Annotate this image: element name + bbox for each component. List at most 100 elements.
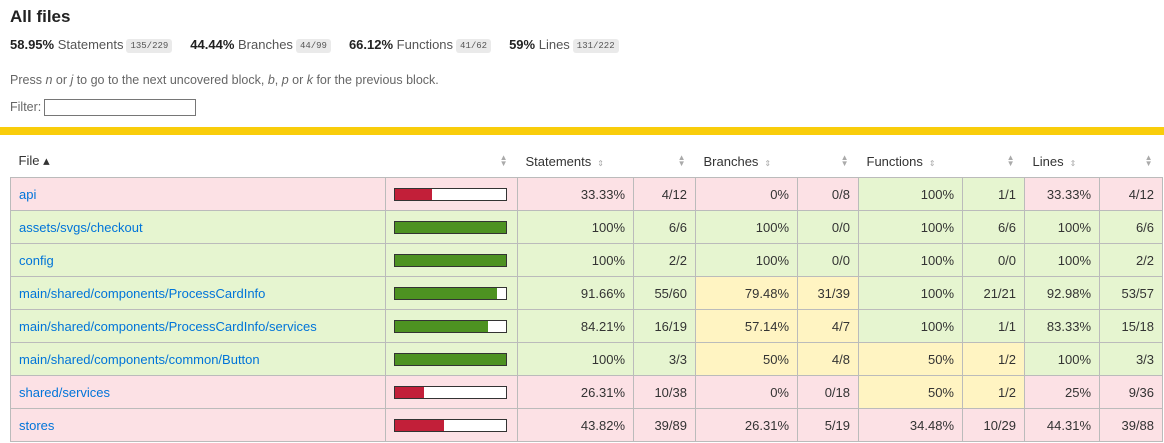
table-row: main/shared/components/ProcessCardInfo/s… (10, 309, 1164, 343)
page-title: All files (10, 7, 71, 26)
bar-cell (385, 375, 518, 409)
fraction-cell: 39/89 (633, 408, 696, 442)
pct-cell: 100% (858, 210, 963, 244)
summary-label: Branches (238, 37, 293, 52)
pct-cell: 100% (517, 342, 634, 376)
fraction-cell: 4/12 (633, 177, 696, 211)
help-text: Press n or j to go to the next uncovered… (10, 73, 439, 87)
sort-icon[interactable]: ⇕ (928, 158, 936, 168)
key-hint: k (306, 73, 313, 87)
fraction-cell: 9/36 (1099, 375, 1164, 409)
coverage-fill (395, 419, 444, 431)
pct-cell: 100% (517, 210, 634, 244)
bar-cell (385, 276, 518, 310)
summary-pct: 44.44% (190, 37, 235, 52)
summary-item: 44.44% Branches 44/99 (190, 37, 331, 53)
fraction-cell: 15/18 (1099, 309, 1164, 343)
sort-icon[interactable]: ⇕ (597, 158, 604, 168)
table-row: main/shared/components/ProcessCardInfo 91… (10, 276, 1164, 310)
fraction-cell: 1/1 (961, 177, 1026, 211)
fraction-cell: 0/0 (797, 243, 859, 277)
file-link[interactable]: config (19, 252, 54, 268)
pct-cell: 100% (1024, 342, 1101, 376)
coverage-fill (395, 353, 506, 365)
fraction-cell: 53/57 (1099, 276, 1164, 310)
pct-cell: 50% (858, 342, 963, 376)
summary-fraction: 41/62 (456, 39, 492, 53)
summary-fraction: 44/99 (295, 39, 331, 53)
sort-icon[interactable]: ⇕ (764, 158, 772, 168)
key-hint: b (267, 73, 275, 87)
summary-item: 59% Lines 131/222 (509, 37, 619, 53)
header-cell[interactable]: Statements ⇕ ▲ ▼ (517, 145, 696, 178)
file-cell: api (10, 177, 386, 211)
coverage-bar (394, 319, 507, 333)
pct-cell: 44.31% (1024, 408, 1101, 442)
fraction-cell: 21/21 (961, 276, 1026, 310)
fraction-cell: 0/0 (797, 210, 859, 244)
pct-cell: 100% (858, 177, 963, 211)
coverage-fill (395, 320, 489, 332)
fraction-cell: 39/88 (1099, 408, 1164, 442)
fraction-cell: 0/0 (961, 243, 1026, 277)
filter: Filter: (10, 99, 197, 116)
coverage-fill (395, 254, 506, 266)
sort-icon[interactable]: ▲ ▼ (1006, 153, 1015, 168)
pct-cell: 34.48% (858, 408, 963, 442)
sort-icon[interactable]: ▲ ▼ (677, 153, 686, 168)
coverage-bar (394, 286, 507, 300)
file-link[interactable]: api (19, 186, 37, 202)
table-row: assets/svgs/checkout 100% 6/6 100% 0/0 100% 6/… (10, 210, 1164, 244)
sort-icon[interactable]: ▲ ▼ (840, 153, 849, 168)
pct-cell: 92.98% (1024, 276, 1101, 310)
coverage-fill (395, 287, 497, 299)
pct-cell: 33.33% (517, 177, 634, 211)
fraction-cell: 1/2 (961, 375, 1026, 409)
pct-cell: 84.21% (517, 309, 634, 343)
pct-cell: 50% (695, 342, 798, 376)
fraction-cell: 10/29 (961, 408, 1026, 442)
file-link[interactable]: assets/svgs/checkout (19, 219, 143, 235)
pct-cell: 26.31% (695, 408, 798, 442)
header-cell[interactable]: Functions ⇕ ▲ ▼ (858, 145, 1025, 178)
sort-icon[interactable]: ⇕ (1069, 158, 1077, 168)
coverage-bar (394, 220, 507, 234)
bar-cell (385, 309, 518, 343)
summary: 58.95% Statements 135/229 44.44% Branches 4… (10, 37, 637, 53)
file-link[interactable]: main/shared/components/ProcessCardInfo (19, 285, 266, 301)
summary-item: 58.95% Statements 135/229 (10, 37, 173, 53)
summary-label: Lines (538, 37, 570, 52)
table-row: api 33.33% 4/12 0% 0/8 100% 1/1 33.33% 4/12 (10, 177, 1164, 211)
pct-cell: 57.14% (695, 309, 798, 343)
header-label: Branches (703, 153, 759, 169)
fraction-cell: 5/19 (797, 408, 859, 442)
file-link[interactable]: main/shared/components/ProcessCardInfo/s… (19, 318, 317, 334)
file-link[interactable]: main/shared/components/common/Button (19, 351, 260, 367)
file-cell: main/shared/components/ProcessCardInfo/s… (10, 309, 386, 343)
header-cell[interactable]: Branches ⇕ ▲ ▼ (695, 145, 859, 178)
file-cell: assets/svgs/checkout (10, 210, 386, 244)
coverage-fill (395, 386, 425, 398)
file-cell: shared/services (10, 375, 386, 409)
pct-cell: 100% (695, 243, 798, 277)
header-cell[interactable]: File ▴ ▲ ▼ (10, 145, 518, 178)
file-link[interactable]: stores (19, 417, 55, 433)
table-row: stores 43.82% 39/89 26.31% 5/19 34.48% 10/29 44… (10, 408, 1164, 442)
header-cell[interactable]: Lines ⇕ ▲ ▼ (1024, 145, 1163, 178)
sort-icon[interactable]: ▲ ▼ (1144, 153, 1153, 168)
fraction-cell: 10/38 (633, 375, 696, 409)
filter-input[interactable] (44, 99, 197, 116)
fraction-cell: 4/12 (1099, 177, 1164, 211)
file-link[interactable]: shared/services (19, 384, 111, 400)
header-label: File (18, 153, 40, 168)
pct-cell: 100% (1024, 210, 1101, 244)
summary-pct: 66.12% (348, 37, 394, 52)
fraction-cell: 6/6 (633, 210, 696, 244)
fraction-cell: 6/6 (1099, 210, 1164, 244)
key-hint: j (70, 73, 74, 87)
summary-fraction: 135/229 (126, 39, 173, 53)
coverage-bar (394, 418, 507, 432)
sort-icon[interactable]: ▲ ▼ (499, 153, 508, 168)
header-label: Statements (525, 153, 592, 169)
pct-cell: 50% (858, 375, 963, 409)
